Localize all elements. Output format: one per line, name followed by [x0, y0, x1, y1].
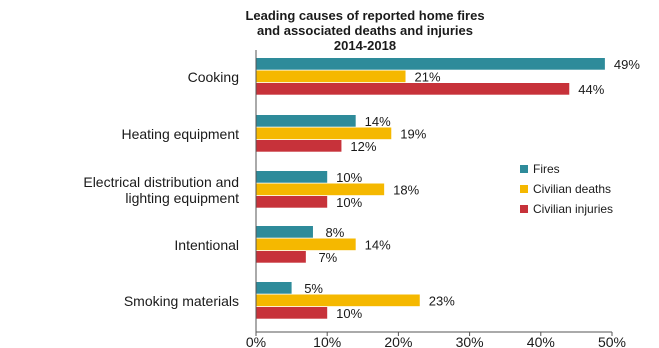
bar-civilian-injuries: [256, 83, 570, 95]
bar-fires: [256, 171, 328, 183]
x-tick-label: 10%: [313, 334, 341, 348]
data-label: 44%: [578, 82, 604, 97]
data-label: 21%: [415, 69, 441, 84]
bar-civilian-injuries: [256, 196, 328, 208]
legend-label: Civilian injuries: [533, 202, 613, 216]
chart-title-line: and associated deaths and injuries: [257, 23, 473, 38]
bar-civilian-injuries: [256, 140, 342, 152]
bar-civilian-deaths: [256, 183, 385, 196]
x-tick-label: 0%: [246, 334, 266, 348]
bar-civilian-deaths: [256, 238, 356, 251]
category-label: Heating equipment: [121, 126, 239, 142]
category-label: Smoking materials: [124, 293, 239, 309]
category-label: Cooking: [188, 69, 239, 85]
legend-swatch: [520, 205, 528, 213]
data-label: 18%: [393, 182, 419, 197]
x-axis: 0% 10% 20% 30% 40% 50%: [246, 50, 626, 348]
chart-title-line: Leading causes of reported home fires: [245, 8, 484, 23]
chart-title-line: 2014-2018: [334, 38, 396, 53]
bar-civilian-injuries: [256, 307, 328, 319]
bar-fires: [256, 115, 356, 127]
bar-civilian-deaths: [256, 70, 406, 83]
x-tick-label: 20%: [384, 334, 412, 348]
legend-swatch: [520, 165, 528, 173]
bars: 49% 21% 44% 14% 19% 12% 10% 18% 10% 8% 14% 7% 5% 23% 1…: [256, 57, 640, 321]
category-label: lighting equipment: [125, 190, 239, 206]
bar-civilian-deaths: [256, 294, 420, 307]
x-tick-label: 40%: [527, 334, 555, 348]
data-label: 19%: [400, 126, 426, 141]
data-label: 23%: [429, 293, 455, 308]
data-label: 8%: [326, 225, 345, 240]
bar-fires: [256, 282, 292, 294]
bar-fires: [256, 58, 605, 70]
bar-civilian-injuries: [256, 251, 306, 263]
category-label: Electrical distribution and: [83, 174, 239, 190]
data-label: 10%: [336, 195, 362, 210]
x-tick-label: 30%: [456, 334, 484, 348]
legend-swatch: [520, 185, 528, 193]
legend: Fires Civilian deaths Civilian injuries: [520, 162, 613, 216]
category-label: Intentional: [174, 237, 239, 253]
x-tick-label: 50%: [598, 334, 626, 348]
data-label: 10%: [336, 170, 362, 185]
data-label: 14%: [365, 237, 391, 252]
data-label: 49%: [614, 57, 640, 72]
category-labels: Cooking Heating equipment Electrical distr…: [83, 69, 239, 309]
legend-label: Fires: [533, 162, 560, 176]
data-label: 7%: [318, 250, 337, 265]
bar-fires: [256, 226, 313, 238]
bar-civilian-deaths: [256, 127, 392, 140]
data-label: 14%: [365, 114, 391, 129]
chart-title: Leading causes of reported home firesand…: [245, 8, 484, 53]
data-label: 10%: [336, 306, 362, 321]
legend-label: Civilian deaths: [533, 182, 611, 196]
data-label: 5%: [304, 281, 323, 296]
data-label: 12%: [350, 139, 376, 154]
